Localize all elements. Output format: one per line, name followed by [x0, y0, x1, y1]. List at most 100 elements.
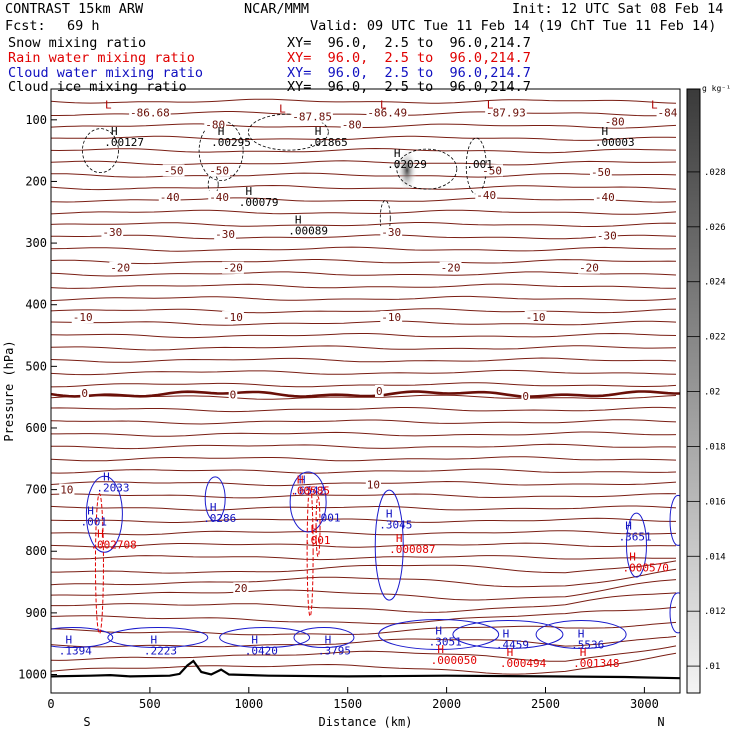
isotherm-label: -40: [160, 191, 180, 204]
extremum-value: .6542: [292, 484, 325, 497]
isotherm-line: [51, 480, 677, 487]
y-tick-label: 100: [25, 113, 47, 127]
extremum-value: .0420: [245, 645, 278, 658]
isotherm-line: [51, 493, 677, 499]
isotherm-label: -30: [215, 228, 235, 241]
extremum-value: .1394: [59, 645, 92, 658]
isotherm-label-bg: [593, 190, 616, 203]
extremum-marker: H: [507, 646, 514, 659]
extremum-value: .000570: [623, 561, 669, 574]
cloud-water-contour: [535, 619, 627, 649]
isotherm-label: 10: [60, 484, 73, 497]
colorbar-unit: g kg⁻¹: [702, 84, 731, 93]
y-tick-label: 500: [25, 359, 47, 373]
extremum-marker: L: [487, 99, 494, 112]
extremum-value: .0286: [203, 512, 236, 525]
isotherm-label: -30: [381, 226, 401, 239]
extremum-value: .02029: [387, 158, 427, 171]
isotherm-label-bg: [109, 261, 132, 274]
isotherm-line: [51, 579, 677, 601]
isotherm-label: -50: [591, 166, 611, 179]
field-label-cloud-ice: Cloud ice mixing ratio: [8, 79, 187, 95]
extremum-marker: H: [299, 473, 306, 486]
y-tick-label: 700: [25, 483, 47, 497]
extremum-value: .000050: [431, 654, 477, 667]
extremum-value: .3795: [318, 645, 351, 658]
plot-area: -86.68 -87.85 -86.49 -87.93 -84.5 -80 -80 -80 -5…: [51, 98, 680, 680]
isotherm-label: -20: [110, 262, 130, 275]
extremum-marker: H: [311, 523, 318, 536]
valid-time: Valid: 09 UTC Tue 11 Feb 14 (19 ChT Tue …: [310, 18, 717, 34]
cloud-water-contour: [625, 512, 647, 578]
extremum-marker: H: [602, 125, 609, 138]
isotherm-line: [51, 431, 677, 437]
end-label-left: S: [83, 715, 90, 729]
isotherm-label: -40: [595, 191, 615, 204]
plot-frame: [50, 88, 681, 694]
cloud-ice-contour: [247, 113, 329, 151]
extremum-marker: H: [297, 473, 304, 486]
extremum-value: .002708: [90, 539, 136, 552]
isotherm-line: [51, 635, 677, 648]
extremum-marker: H: [151, 634, 158, 647]
extremum-value: .3051: [429, 635, 462, 648]
extremum-marker: H: [394, 147, 401, 160]
extremum-marker: H: [111, 125, 118, 138]
x-tick-label: 500: [139, 697, 161, 711]
extremum-marker: H: [503, 628, 510, 641]
cloud-water-contour-label: .001: [314, 512, 341, 525]
isotherm-label-bg: [291, 110, 333, 123]
isotherm-label-bg: [656, 106, 680, 119]
cloud-ice-contour: [379, 200, 391, 237]
isotherm-line: [51, 555, 676, 561]
isotherm-label: -10: [73, 311, 93, 324]
isotherm-label: -50: [209, 164, 229, 177]
extremum-marker: H: [578, 628, 585, 641]
isotherm-label: -20: [579, 262, 599, 275]
cloud-water-contour: [669, 592, 680, 634]
field-xy-cloud-ice: XY= 96.0, 2.5 to 96.0,214.7: [287, 79, 531, 95]
field-label-cloud-water: Cloud water mixing ratio: [8, 65, 204, 81]
colorbar-tick-label: .02: [704, 388, 720, 398]
isotherm-line: [51, 369, 677, 376]
cloud-water-contour: [204, 476, 226, 522]
isotherm-label-bg: [214, 227, 236, 240]
isotherm-label-bg: [485, 106, 527, 119]
isotherm-label: 10: [367, 479, 380, 492]
extremum-value: .001: [304, 534, 331, 547]
isotherm-line: [51, 135, 677, 141]
isotherm-label-bg: [475, 189, 498, 202]
isotherm-label-bg: [59, 483, 75, 496]
isotherm-line: [51, 652, 677, 675]
isotherm-line: [51, 259, 677, 265]
isotherm-line: [51, 560, 677, 574]
field-label-rain: Rain water mixing ratio: [8, 50, 195, 66]
rain-contour: [315, 496, 321, 558]
forecast-label: Fcst:: [5, 18, 46, 34]
isotherm-line: [51, 530, 677, 536]
extremum-value: .4459: [496, 639, 529, 652]
isotherm-line: [51, 172, 677, 178]
left-title: CONTRAST 15km ARW: [5, 1, 144, 17]
isotherm-label-bg: [439, 261, 462, 274]
isotherm-label-bg: [375, 385, 384, 397]
cloud-water-contour: [669, 494, 680, 546]
isotherm-line: [51, 419, 677, 425]
extremum-marker: H: [245, 185, 252, 198]
x-tick-label: 2000: [432, 697, 461, 711]
isotherm-label-bg: [595, 229, 618, 242]
isotherm-label-bg: [80, 386, 89, 399]
cloud-water-contour: [85, 475, 123, 553]
isotherm-label: -86.49: [367, 106, 407, 119]
isotherm-label-bg: [380, 225, 403, 238]
extremum-marker: L: [105, 99, 112, 112]
colorbar-tick-label: .016: [704, 497, 726, 507]
isotherm-line: [51, 468, 677, 474]
isotherm-label: -30: [597, 230, 617, 243]
y-axis-title: Pressure (hPa): [2, 340, 16, 441]
colorbar-tick-label: .022: [704, 333, 726, 343]
isotherm-label-bg: [366, 106, 409, 119]
extremum-value: .2033: [96, 481, 129, 494]
cloud-ice-contour: [396, 148, 458, 190]
forecast-value: 69 h: [67, 18, 100, 34]
